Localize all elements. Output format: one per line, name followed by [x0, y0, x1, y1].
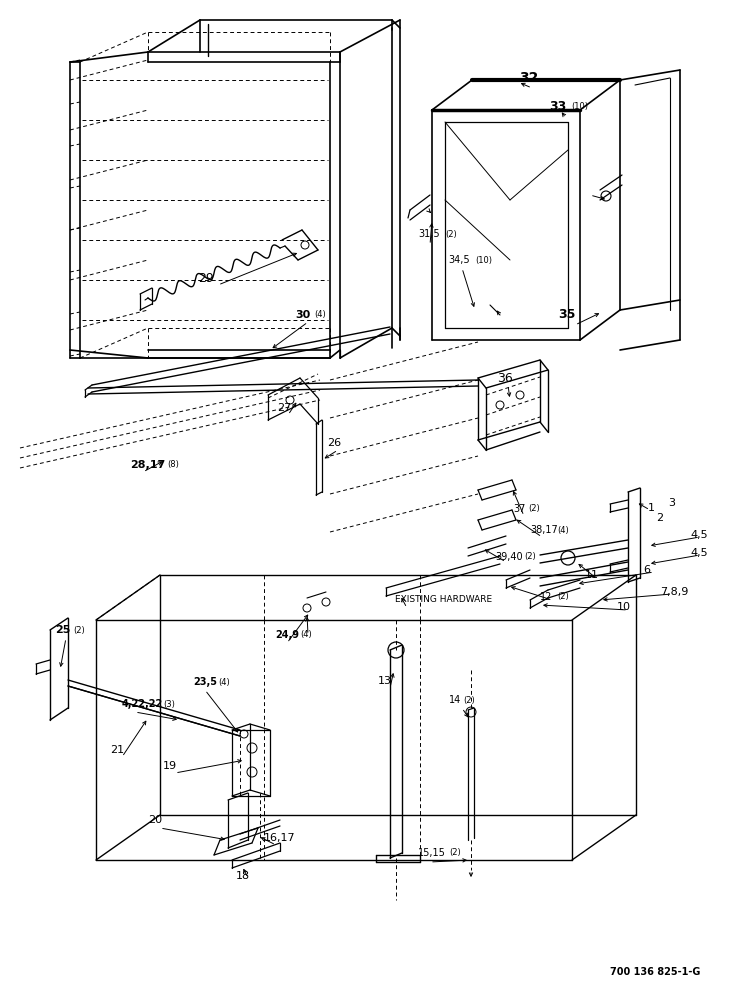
Text: 33: 33: [549, 101, 566, 113]
Text: 4,22,22: 4,22,22: [122, 699, 163, 709]
Text: 19: 19: [163, 761, 177, 771]
Text: 21: 21: [110, 745, 124, 755]
Text: 37: 37: [513, 504, 526, 514]
Text: (4): (4): [300, 631, 312, 640]
Text: (2): (2): [557, 592, 569, 601]
Text: 29: 29: [198, 271, 214, 284]
Text: 6: 6: [643, 565, 650, 575]
Text: (4): (4): [557, 526, 569, 534]
Text: 28,17: 28,17: [130, 460, 165, 470]
Text: 4,5: 4,5: [690, 548, 708, 558]
Text: (4): (4): [314, 310, 326, 320]
Text: (2): (2): [449, 848, 461, 857]
Text: 30: 30: [295, 310, 311, 320]
Text: 14: 14: [449, 695, 461, 705]
Text: 700 136 825-1-G: 700 136 825-1-G: [610, 967, 700, 977]
Text: 18: 18: [236, 871, 250, 881]
Text: 34,5: 34,5: [448, 255, 470, 265]
Text: 23,5: 23,5: [193, 677, 217, 687]
Text: 39,40: 39,40: [495, 552, 523, 562]
Text: (10): (10): [571, 103, 588, 111]
Text: (8): (8): [167, 460, 179, 470]
Text: (2): (2): [445, 230, 456, 238]
Text: 11: 11: [585, 570, 599, 580]
Text: (2): (2): [73, 626, 85, 635]
Text: 2: 2: [656, 513, 663, 523]
Text: (10): (10): [475, 255, 492, 264]
Text: 20: 20: [148, 815, 162, 825]
Text: 25: 25: [55, 625, 71, 635]
Text: 7,8,9: 7,8,9: [660, 587, 688, 597]
Text: 16,17: 16,17: [264, 833, 296, 843]
Text: (2): (2): [463, 696, 475, 704]
Text: 15,15: 15,15: [418, 848, 446, 858]
Text: 27: 27: [277, 403, 291, 413]
Text: EXISTING HARDWARE: EXISTING HARDWARE: [395, 595, 492, 604]
Text: (2): (2): [524, 552, 535, 562]
Text: 12: 12: [540, 592, 553, 602]
Text: 10: 10: [617, 602, 631, 612]
Text: 35: 35: [558, 308, 575, 322]
Text: 4,5: 4,5: [690, 530, 708, 540]
Text: 26: 26: [327, 438, 341, 448]
Text: 3: 3: [668, 498, 675, 508]
Text: 31,5: 31,5: [418, 229, 440, 239]
Text: (4): (4): [218, 678, 230, 686]
Text: 38,17: 38,17: [530, 525, 558, 535]
Text: 24,9: 24,9: [275, 630, 299, 640]
Text: 1: 1: [648, 503, 655, 513]
Text: 32: 32: [519, 71, 538, 85]
Text: 36: 36: [497, 371, 513, 384]
Text: (2): (2): [528, 504, 540, 514]
Text: (3): (3): [163, 700, 175, 708]
Text: 13: 13: [378, 676, 392, 686]
